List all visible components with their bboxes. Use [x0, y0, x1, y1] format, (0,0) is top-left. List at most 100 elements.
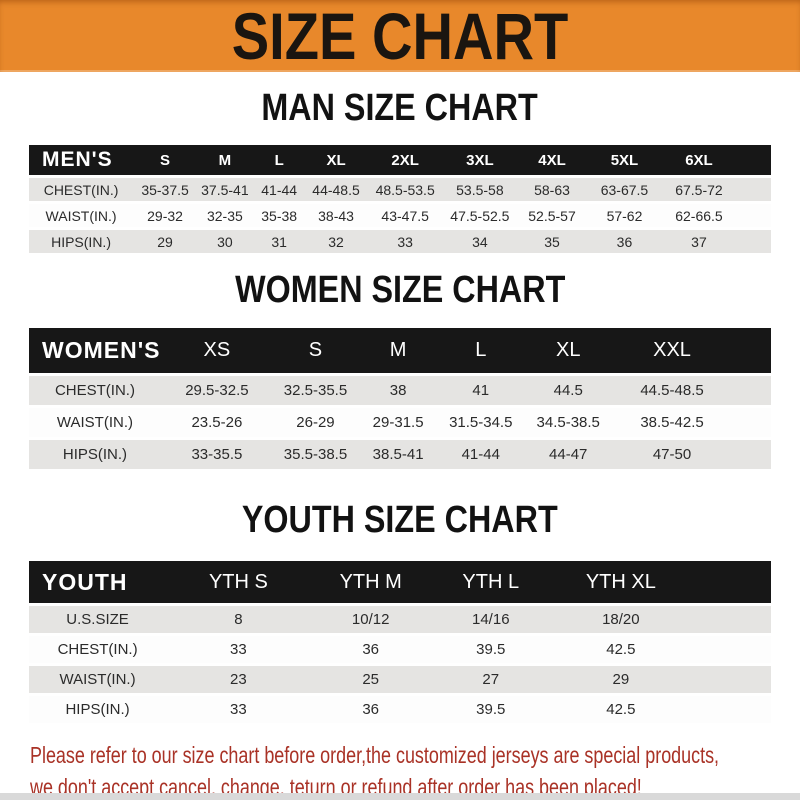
size-value-cell: 32.5-35.5 — [283, 382, 348, 399]
disclaimer-note: Please refer to our size chart before or… — [0, 739, 800, 803]
size-value-cell: 10/12 — [351, 611, 390, 628]
column-header: L — [438, 328, 524, 373]
size-value-cell: 63-67.5 — [600, 181, 649, 198]
section-title-text: MAN SIZE CHART — [261, 87, 539, 129]
size-value-cell: 48.5-53.5 — [375, 181, 435, 198]
table-row: CHEST(IN.) 29.5-32.5 32.5-35.5 38 41 44.5 44.5… — [29, 376, 771, 405]
table-row: CHEST(IN.) 35-37.5 37.5-41 41-44 44-48.5 48.5… — [29, 178, 771, 201]
section-title-text: YOUTH SIZE CHART — [242, 499, 558, 541]
row-label: CHEST(IN.) — [43, 181, 119, 198]
size-value-cell: 36 — [616, 233, 633, 250]
spacer-cell — [691, 606, 771, 633]
table-row: HIPS(IN.) 33 36 39.5 42.5 — [29, 696, 771, 723]
size-value-cell: 31 — [271, 233, 287, 250]
row-label: CHEST(IN.) — [54, 382, 135, 399]
table-row: WAIST(IN.) 23 25 27 29 — [29, 666, 771, 693]
size-value-cell: 57-62 — [606, 207, 643, 224]
row-label: WAIST(IN.) — [45, 207, 117, 224]
spacer-header — [690, 561, 771, 603]
size-value-cell: 37 — [691, 233, 707, 250]
size-value-cell: 29 — [157, 233, 173, 250]
man-size-table: MEN'S S M L XL 2XL 3XL 4XL 5XL 6XL CHEST(IN.) 35-37… — [29, 142, 771, 256]
size-value-cell: 36 — [362, 641, 380, 658]
row-label: CHEST(IN.) — [57, 641, 138, 658]
column-header: YTH M — [310, 561, 431, 603]
size-value-cell: 29 — [612, 671, 630, 688]
bottom-edge-strip — [0, 793, 800, 800]
size-value-cell: 34.5-38.5 — [536, 414, 600, 431]
spacer-cell — [691, 636, 771, 663]
column-header: S — [272, 328, 359, 373]
table-row: CHEST(IN.) 33 36 39.5 42.5 — [29, 636, 771, 663]
section-title-text: WOMEN SIZE CHART — [234, 269, 566, 311]
spacer-cell — [691, 696, 771, 723]
size-value-cell: 67.5-72 — [675, 181, 723, 198]
size-chart-banner: SIZE CHART — [0, 0, 800, 72]
column-header: XXL — [613, 328, 771, 373]
size-value-cell: 18/20 — [602, 611, 640, 628]
column-header: YTH S — [166, 561, 311, 603]
column-header: L — [252, 145, 306, 175]
table-row: U.S.SIZE 8 10/12 14/16 18/20 — [29, 606, 771, 633]
size-value-cell: 26-29 — [296, 414, 335, 431]
size-value-cell: 52.5-57 — [528, 207, 576, 224]
size-value-cell: 30 — [217, 233, 233, 250]
size-value-cell: 32-35 — [206, 207, 243, 224]
size-value-cell: 35 — [544, 233, 560, 250]
women-size-table: WOMEN'S XS S M L XL XXL CHEST(IN.) 29.5-32.5 32.5… — [29, 325, 771, 472]
column-header: S — [133, 145, 198, 175]
size-value-cell: 39.5 — [476, 641, 506, 658]
size-value-cell: 53.5-58 — [456, 181, 504, 198]
size-value-cell: 36 — [362, 701, 380, 718]
size-value-cell: 39.5 — [476, 701, 506, 718]
size-value-cell: 25 — [362, 671, 380, 688]
banner-title: SIZE CHART — [231, 0, 569, 73]
table-corner-label: YOUTH — [29, 561, 167, 603]
size-value-cell: 42.5 — [606, 641, 636, 658]
size-value-cell: 37.5-41 — [201, 181, 249, 198]
size-value-cell: 62-66.5 — [675, 207, 723, 224]
size-value-cell: 35-37.5 — [141, 181, 189, 198]
size-value-cell: 32 — [328, 233, 344, 250]
table-row: HIPS(IN.) 33-35.5 35.5-38.5 38.5-41 41-44 44-… — [29, 440, 771, 469]
column-header: XL — [305, 145, 367, 175]
row-label: HIPS(IN.) — [65, 701, 130, 718]
size-value-cell: 38-43 — [318, 207, 354, 224]
column-header: 6XL — [660, 145, 771, 175]
column-header: XL — [523, 328, 614, 373]
size-value-cell: 29-32 — [147, 207, 183, 224]
size-value-cell: 58-63 — [534, 181, 570, 198]
spacer-cell — [691, 666, 771, 693]
table-header-row: WOMEN'S XS S M L XL XXL — [29, 328, 771, 373]
size-value-cell: 41 — [472, 382, 490, 399]
size-value-cell: 33 — [230, 641, 247, 658]
column-header: YTH L — [430, 561, 551, 603]
table-header-row: YOUTH YTH S YTH M YTH L YTH XL — [29, 561, 771, 603]
size-value-cell: 33 — [230, 701, 247, 718]
table-header-row: MEN'S S M L XL 2XL 3XL 4XL 5XL 6XL — [29, 145, 771, 175]
man-size-section: MAN SIZE CHART MEN'S S M L XL 2XL 3XL 4XL 5XL 6XL… — [0, 88, 800, 256]
size-value-cell: 35-38 — [261, 207, 298, 224]
size-value-cell: 42.5 — [606, 701, 636, 718]
size-value-cell: 14/16 — [472, 611, 510, 628]
row-label: WAIST(IN.) — [59, 671, 136, 688]
size-value-cell: 34 — [472, 233, 488, 250]
size-value-cell: 35.5-38.5 — [283, 446, 348, 463]
table-corner-label: MEN'S — [29, 145, 134, 175]
disclaimer-line-1: Please refer to our size chart before or… — [30, 742, 720, 768]
row-label: HIPS(IN.) — [51, 233, 111, 250]
column-header: 2XL — [366, 145, 444, 175]
youth-size-section: YOUTH SIZE CHART YOUTH YTH S YTH M YTH L YTH… — [0, 500, 800, 726]
size-value-cell: 33-35.5 — [191, 446, 243, 463]
size-value-cell: 41-44 — [461, 446, 500, 463]
size-value-cell: 8 — [234, 611, 243, 628]
row-label: U.S.SIZE — [66, 611, 129, 628]
size-value-cell: 47-50 — [652, 446, 692, 463]
row-label: HIPS(IN.) — [62, 446, 128, 463]
size-value-cell: 44.5 — [553, 382, 583, 399]
size-value-cell: 33 — [397, 233, 413, 250]
size-value-cell: 31.5-34.5 — [449, 414, 513, 431]
youth-size-table: YOUTH YTH S YTH M YTH L YTH XL U.S.SIZE 8 10/12… — [29, 558, 771, 726]
size-value-cell: 43-47.5 — [381, 207, 429, 224]
size-value-cell: 29-31.5 — [372, 414, 424, 431]
